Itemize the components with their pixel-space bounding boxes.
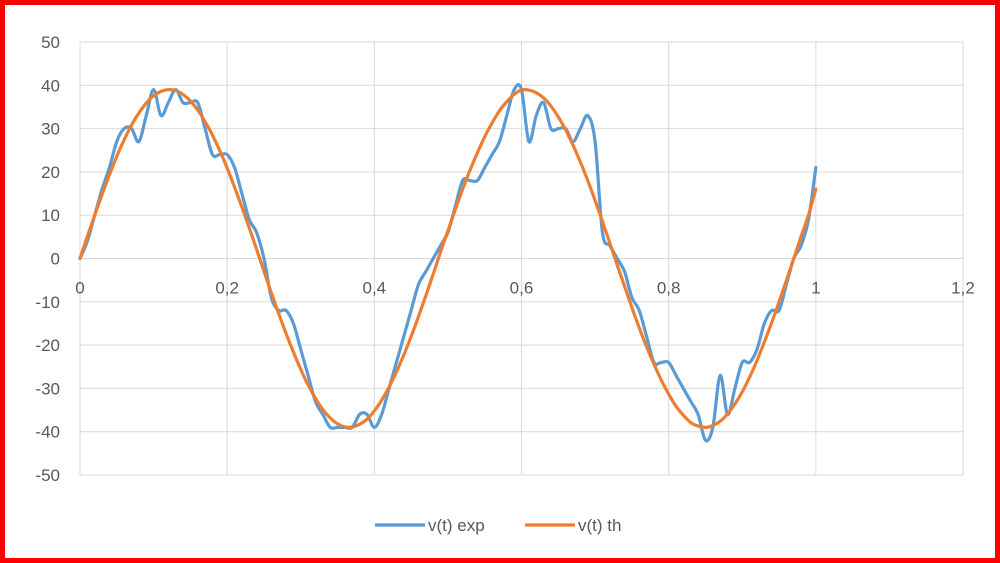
y-tick-label: -20 (35, 336, 60, 355)
line-chart: 50 40 30 20 10 0 -10 -20 -30 -40 -50 0 0,2 0,4 0,6 0,8… (35, 33, 975, 535)
x-tick-label: 0,8 (657, 279, 681, 298)
y-tick-label: -10 (35, 293, 60, 312)
x-tick-label: 0,4 (363, 279, 387, 298)
y-tick-label: 20 (41, 163, 60, 182)
x-tick-label: 0 (75, 279, 84, 298)
y-tick-label: 40 (41, 76, 60, 95)
y-tick-label: 10 (41, 206, 60, 225)
y-tick-label: -50 (35, 466, 60, 485)
legend-item: v(t) th (525, 516, 621, 535)
y-tick-label: 0 (51, 250, 60, 269)
legend-label: v(t) exp (428, 516, 485, 535)
y-axis-tick-labels: 50 40 30 20 10 0 -10 -20 -30 -40 -50 (35, 33, 60, 485)
x-tick-label: 0,2 (215, 279, 239, 298)
series-line-v-th (78, 87, 818, 429)
legend-label: v(t) th (578, 516, 621, 535)
series-layer (78, 83, 818, 443)
legend-item: v(t) exp (375, 516, 485, 535)
legend: v(t) exp v(t) th (375, 516, 621, 535)
x-tick-label: 1,2 (951, 279, 975, 298)
x-tick-label: 0,6 (510, 279, 534, 298)
y-tick-label: 30 (41, 120, 60, 139)
y-tick-label: -30 (35, 379, 60, 398)
y-tick-label: 50 (41, 33, 60, 52)
x-axis-tick-labels: 0 0,2 0,4 0,6 0,8 1 1,2 (75, 279, 975, 298)
x-tick-label: 1 (811, 279, 820, 298)
series-line-v-exp (78, 83, 818, 443)
y-tick-label: -40 (35, 423, 60, 442)
